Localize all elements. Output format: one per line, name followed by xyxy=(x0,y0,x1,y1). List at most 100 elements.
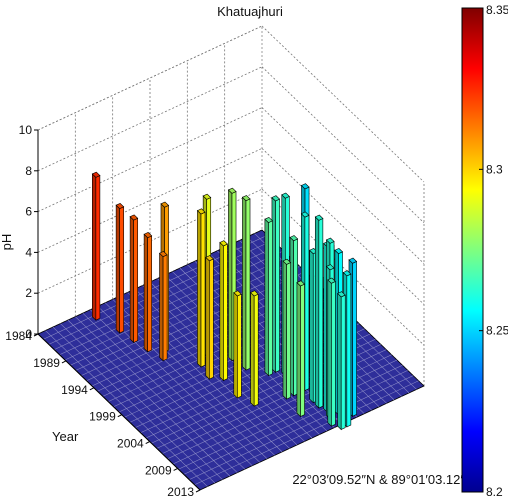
bar-face-front xyxy=(275,198,280,373)
bar-face-top xyxy=(348,257,358,264)
bar-face-side xyxy=(309,249,314,404)
bar-face-front xyxy=(237,293,242,399)
bar-face-side xyxy=(197,209,202,368)
bar-2009 xyxy=(314,214,324,409)
bar-face-side xyxy=(92,173,97,321)
year-tick-label: 2013 xyxy=(167,485,194,499)
bar-face-side xyxy=(219,241,224,382)
bar-face-top xyxy=(271,195,281,202)
bar-face-front xyxy=(331,280,336,427)
bar-face-top xyxy=(160,201,170,208)
bar-2006 xyxy=(289,235,299,397)
year-tick-mark xyxy=(173,468,178,471)
coordinates-annotation: 22°03′09.52″N & 89°01′03.12″E xyxy=(292,472,474,487)
bar-2009 xyxy=(296,280,306,418)
bar-face-top xyxy=(289,235,299,242)
bar-face-top xyxy=(241,195,251,202)
bar-face-front xyxy=(340,294,346,431)
year-tick-mark xyxy=(145,441,150,445)
bar-face-top xyxy=(158,251,168,258)
z-tick-label: 0 xyxy=(25,327,32,341)
floor-grid-line xyxy=(189,375,414,480)
bar-face-front xyxy=(346,273,352,428)
bar-2002 xyxy=(264,216,274,377)
bar-face-front xyxy=(253,293,259,407)
bar-face-front xyxy=(147,235,153,353)
bar-2013 xyxy=(337,291,346,431)
bar-face-side xyxy=(250,291,255,407)
floor-grid-line xyxy=(178,364,403,470)
bar-face-top xyxy=(296,280,306,287)
z-tick-label: 4 xyxy=(25,245,32,259)
year-tick-label: 1999 xyxy=(89,410,116,424)
bar-face-front xyxy=(245,198,251,371)
bar-face-front xyxy=(162,254,168,362)
bar-face-top xyxy=(300,211,310,218)
bar-face-top xyxy=(342,270,352,277)
chart-title: Khatuajhuri xyxy=(217,4,283,19)
bar-face-side xyxy=(327,279,332,427)
year-tick-label: 1984 xyxy=(5,329,32,343)
bar-face-top xyxy=(337,291,346,298)
year-axis-label: Year xyxy=(52,429,79,444)
z-tick-label: 2 xyxy=(25,286,32,300)
bar-face-top xyxy=(282,258,292,265)
colorbar-tick-label: 8.25 xyxy=(486,324,508,338)
bar-face-front xyxy=(300,283,305,418)
bar-face-side xyxy=(115,204,120,334)
bar-face-side xyxy=(129,215,134,344)
bar-2000 xyxy=(219,240,228,382)
bar-face-top xyxy=(250,290,259,297)
bar-face-top xyxy=(325,264,335,271)
bar-face-side xyxy=(337,292,342,431)
bar-face-front xyxy=(318,217,324,409)
bar-face-top xyxy=(281,192,290,199)
grid-line-z xyxy=(37,66,263,172)
z-tick-label: 6 xyxy=(25,205,32,219)
year-tick-label: 2009 xyxy=(145,463,172,477)
bar-face-top xyxy=(115,202,125,209)
bar-face-front xyxy=(268,220,273,377)
bar-face-top xyxy=(129,214,139,221)
bar-1992 xyxy=(143,232,153,353)
bar-face-top xyxy=(91,171,101,178)
floor-grid-line xyxy=(172,359,398,465)
bar-face-side xyxy=(242,196,247,371)
bar-face-side xyxy=(159,252,164,362)
bar-1997 xyxy=(196,208,206,368)
floor-grid-line xyxy=(194,380,419,486)
bar-face-front xyxy=(286,262,291,400)
z-tick-label: 10 xyxy=(19,123,33,137)
bar-face-side xyxy=(282,260,287,400)
colorbar-tick-label: 8.35 xyxy=(486,3,508,17)
colorbar-tick-label: 8.3 xyxy=(486,162,503,176)
floor-grid-line xyxy=(183,370,408,475)
bar-face-side xyxy=(314,216,320,409)
bar-face-front xyxy=(95,175,101,321)
grid-line-side xyxy=(261,107,425,264)
z-tick-label: 8 xyxy=(25,164,32,178)
bar-face-front xyxy=(200,211,206,368)
bar-face-top xyxy=(314,214,324,221)
colorbar-tick-label: 8.2 xyxy=(486,485,503,499)
year-tick-mark xyxy=(195,489,201,493)
bar-face-top xyxy=(334,248,344,255)
bar-1988 xyxy=(115,202,125,334)
bar-2012 xyxy=(327,277,336,427)
z-axis-label: pH xyxy=(0,234,14,251)
colorbar xyxy=(461,7,484,493)
bar-face-front xyxy=(304,214,310,392)
grid-line-side xyxy=(261,66,425,224)
bar-face-side xyxy=(143,233,148,353)
bar-face-top xyxy=(219,240,228,247)
bar-face-side xyxy=(296,281,301,418)
colorbar-ticks: 8.2 8.25 8.3 8.35 xyxy=(479,3,508,499)
bar-2000 xyxy=(241,195,251,371)
bar-1999 xyxy=(205,255,214,380)
year-tick-mark xyxy=(33,333,39,337)
bar-face-top xyxy=(227,187,237,194)
bar-face-top xyxy=(143,232,153,239)
bar-face-front xyxy=(352,260,357,417)
